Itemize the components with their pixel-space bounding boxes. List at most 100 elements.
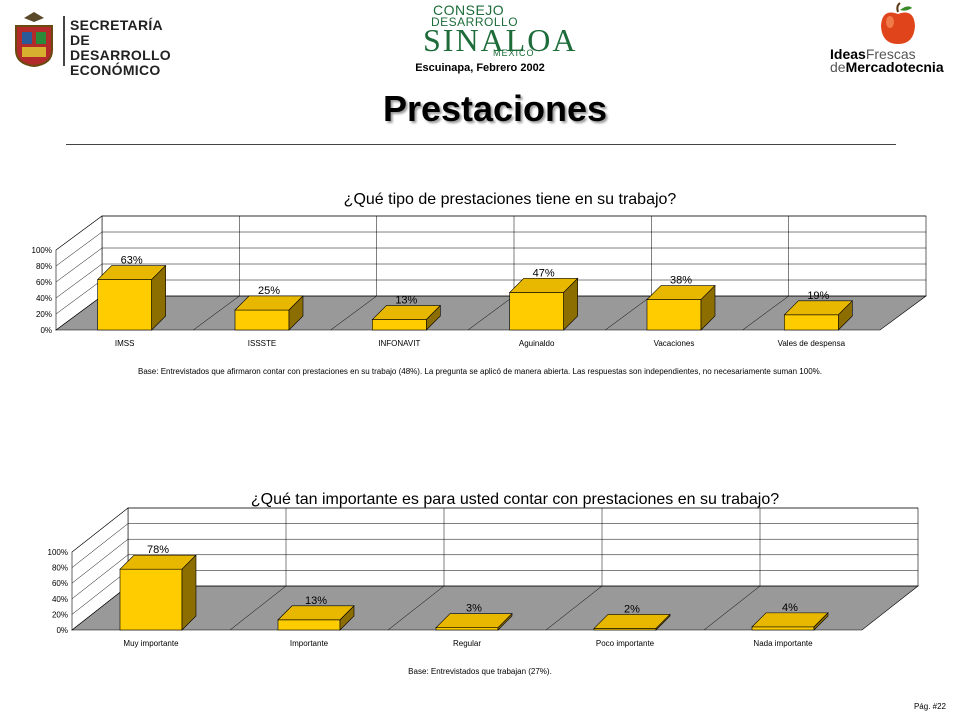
bar-side [339,605,355,631]
category-label: Vacaciones [654,339,695,348]
brand-word-frescas: Frescas [865,46,916,62]
y-tick-label: 60% [36,278,52,287]
value-label: 47% [533,267,555,279]
brand-line-2: deMercadotecnia [830,59,944,75]
bar [435,612,513,631]
bar [783,300,854,331]
bar-side [151,264,166,331]
value-label: 63% [121,255,143,267]
chart-labels: 78% Muy importante 13% Importante 3% Regular 2… [123,544,813,648]
chart-prestaciones-importancia: ¿Qué tan importante es para usted contar… [48,491,919,676]
bar [371,304,442,331]
chart-labels: 63% IMSS 25% ISSSTE 13% INFONAVIT 47% Aguinaldo… [115,255,846,348]
logo-line-1: CONSEJO [433,2,505,18]
value-label: 13% [305,595,327,607]
bar-side [655,613,671,631]
category-label: IMSS [115,339,135,348]
gridline [71,507,918,553]
header-subtitle: Escuinapa, Febrero 2002 [415,62,545,74]
y-tick-label: 80% [36,262,52,271]
category-label: Nada importante [753,639,813,648]
value-label: 13% [395,295,417,307]
category-divider [545,585,603,631]
bar-side [838,300,853,331]
bar-front [646,299,702,331]
bar-front [509,292,564,331]
chart-prestaciones-tipo: ¿Qué tipo de prestaciones tiene en su tr… [32,191,927,376]
logo-divider [63,16,65,66]
logo-line-2: DESARROLLO [431,15,519,29]
category-label: Vales de despensa [778,339,846,348]
bar-side [288,295,304,331]
chart-bars [96,264,854,331]
bar-side [563,277,578,331]
gridline [71,554,918,599]
y-tick-label: 60% [52,579,68,588]
logo-line-3: SINALOA [423,22,578,58]
category-label: Aguinaldo [519,339,555,348]
y-tick-label: 20% [36,310,52,319]
value-label: 25% [258,285,280,297]
page-title: Prestaciones [382,88,608,129]
bar-front [751,626,815,631]
category-divider [229,585,287,631]
bar [119,554,197,631]
y-tick-label: 100% [32,246,52,255]
bar-side [497,612,513,631]
ideas-frescas-logo: IdeasFrescas deMercadotecnia [826,2,958,75]
brand-line-1: IdeasFrescas [830,46,916,62]
chart-title: ¿Qué tan importante es para usted contar… [251,491,779,508]
value-label: 78% [147,544,169,556]
category-divider [742,295,789,331]
y-tick-label: 20% [52,610,68,619]
bar [96,264,167,331]
y-tick-label: 100% [48,548,68,557]
category-label: INFONAVIT [378,339,420,348]
y-tick-label: 0% [40,326,52,335]
category-divider [330,295,377,331]
value-label: 38% [670,275,692,287]
apple-icon [881,2,915,44]
value-label: 4% [782,602,798,614]
bar-side [426,304,441,331]
value-label: 19% [807,290,829,302]
bar-front [234,309,290,331]
brand-word-mercadotecnia: Mercadotecnia [845,59,944,75]
secretaria-logo: SECRETARÍA DE DESARROLLO ECONÓMICO [8,6,171,78]
category-label: Poco importante [596,639,655,648]
category-divider [467,295,515,331]
y-tick-label: 0% [56,626,68,635]
bar [593,613,671,631]
brand-word-de: de [830,59,846,75]
bar-front [435,627,499,631]
category-label: Importante [290,639,329,648]
gridline [71,523,918,568]
bar [508,277,579,331]
category-divider [193,295,240,331]
page-number: Pág. #22 [913,702,946,711]
brand-word-ideas: Ideas [830,46,866,62]
y-tick-label: 40% [52,595,68,604]
state-seal-icon [15,12,53,68]
value-label: 3% [466,603,482,615]
gridline [71,538,918,584]
logo-line-4: MEXICO [493,48,535,58]
category-label: Regular [453,639,481,648]
category-divider [703,585,761,631]
category-divider [605,295,652,331]
category-divider [387,585,445,631]
bar-front [97,279,152,331]
y-tick-label: 40% [36,294,52,303]
bar [234,295,304,331]
secretaria-logo-text: SECRETARÍA DE DESARROLLO ECONÓMICO [70,17,171,78]
bar-front [372,319,427,331]
chart-title: ¿Qué tipo de prestaciones tiene en su tr… [344,191,677,208]
bar [751,612,829,631]
chart-back-wall [127,507,919,587]
y-tick-label: 80% [52,564,68,573]
bar [277,605,355,631]
consejo-sinaloa-logo: CONSEJO DESARROLLO SINALOA MEXICO [415,2,575,64]
bar-side [181,554,197,631]
bar-front [784,314,839,331]
value-label: 2% [624,603,640,615]
